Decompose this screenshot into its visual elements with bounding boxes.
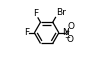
Text: F: F [33, 9, 38, 18]
Text: O: O [67, 22, 74, 31]
Text: −: − [64, 35, 70, 41]
Text: F: F [24, 28, 29, 37]
Text: +: + [64, 30, 69, 35]
Text: N: N [62, 28, 69, 37]
Text: O: O [66, 35, 73, 44]
Text: Br: Br [56, 8, 66, 17]
